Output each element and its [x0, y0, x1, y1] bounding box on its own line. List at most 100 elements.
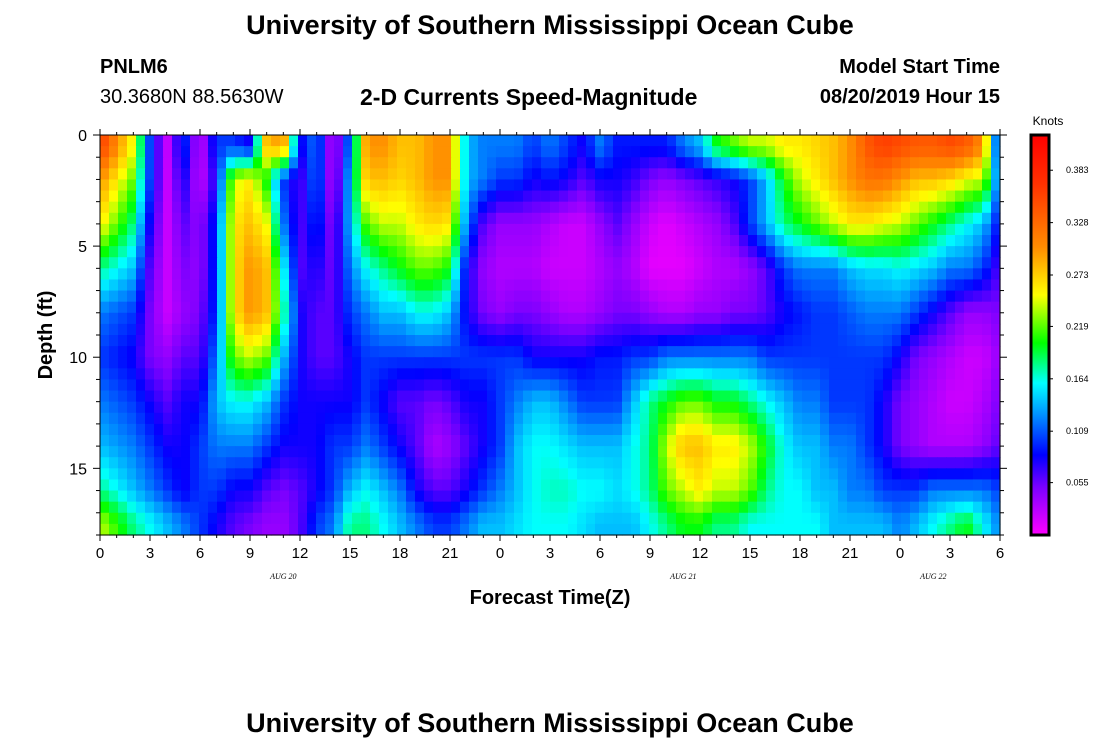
- heatmap-cell: [406, 446, 416, 458]
- heatmap-cell: [343, 468, 353, 481]
- heatmap-cell: [289, 401, 299, 414]
- heatmap-cell: [253, 379, 263, 392]
- heatmap-cell: [298, 290, 308, 303]
- heatmap-cell: [352, 346, 362, 358]
- heatmap-cell: [595, 290, 605, 303]
- heatmap-cell: [676, 301, 686, 314]
- heatmap-cell: [460, 223, 470, 236]
- heatmap-cell: [181, 501, 191, 514]
- heatmap-cell: [487, 412, 497, 425]
- heatmap-cell: [784, 290, 794, 303]
- heatmap-cell: [919, 523, 929, 536]
- heatmap-cell: [433, 168, 443, 181]
- heatmap-cell: [712, 468, 722, 481]
- heatmap-cell: [676, 346, 686, 358]
- heatmap-cell: [838, 479, 848, 492]
- heatmap-cell: [361, 135, 371, 147]
- heatmap-cell: [856, 301, 866, 314]
- heatmap-cell: [568, 168, 578, 181]
- heatmap-cell: [271, 279, 281, 292]
- heatmap-cell: [433, 268, 443, 281]
- heatmap-cell: [658, 279, 668, 292]
- heatmap-cell: [487, 279, 497, 292]
- heatmap-cell: [352, 135, 362, 147]
- heatmap-cell: [253, 201, 263, 214]
- heatmap-cell: [910, 457, 920, 469]
- heatmap-cell: [631, 168, 641, 181]
- heatmap-cell: [928, 290, 938, 303]
- heatmap-cell: [253, 446, 263, 458]
- heatmap-cell: [586, 312, 596, 325]
- heatmap-cell: [388, 501, 398, 514]
- heatmap-cell: [676, 357, 686, 369]
- heatmap-cell: [685, 235, 695, 247]
- heatmap-cell: [262, 257, 272, 269]
- heatmap-cell: [577, 401, 587, 414]
- heatmap-cell: [901, 523, 911, 536]
- heatmap-cell: [712, 301, 722, 314]
- heatmap-cell: [919, 201, 929, 214]
- colorbar-tick-label: 0.273: [1066, 270, 1089, 280]
- heatmap-cell: [964, 501, 974, 514]
- heatmap-cell: [190, 401, 200, 414]
- heatmap-cell: [478, 346, 488, 358]
- heatmap-cell: [217, 401, 227, 414]
- heatmap-cell: [541, 468, 551, 481]
- heatmap-cell: [658, 290, 668, 303]
- heatmap-cell: [784, 501, 794, 514]
- heatmap-cell: [811, 323, 821, 336]
- heatmap-cell: [163, 168, 173, 181]
- heatmap-cell: [586, 401, 596, 414]
- heatmap-cell: [514, 357, 524, 369]
- heatmap-cell: [442, 301, 452, 314]
- heatmap-cell: [910, 146, 920, 158]
- heatmap-cell: [424, 235, 434, 247]
- heatmap-cell: [127, 157, 137, 169]
- heatmap-cell: [280, 379, 290, 392]
- heatmap-cell: [622, 457, 632, 469]
- heatmap-cell: [955, 312, 965, 325]
- heatmap-cell: [406, 246, 416, 258]
- heatmap-cell: [172, 157, 182, 169]
- heatmap-cell: [190, 468, 200, 481]
- heatmap-cell: [946, 301, 956, 314]
- heatmap-cell: [730, 201, 740, 214]
- heatmap-cell: [334, 257, 344, 269]
- heatmap-cell: [262, 301, 272, 314]
- heatmap-cell: [325, 479, 335, 492]
- heatmap-cell: [433, 135, 443, 147]
- heatmap-cell: [523, 179, 533, 192]
- heatmap-cell: [541, 435, 551, 447]
- heatmap-cell: [145, 268, 155, 281]
- heatmap-cell: [586, 201, 596, 214]
- heatmap-cell: [217, 501, 227, 514]
- heatmap-cell: [676, 257, 686, 269]
- heatmap-cell: [847, 179, 857, 192]
- heatmap-cell: [469, 435, 479, 447]
- heatmap-cell: [109, 435, 119, 447]
- heatmap-cell: [271, 146, 281, 158]
- heatmap-cell: [379, 179, 389, 192]
- heatmap-cell: [406, 146, 416, 158]
- heatmap-cell: [433, 301, 443, 314]
- heatmap-cell: [937, 457, 947, 469]
- heatmap-cell: [523, 390, 533, 403]
- heatmap-cell: [874, 468, 884, 481]
- heatmap-cell: [946, 501, 956, 514]
- heatmap-cell: [469, 323, 479, 336]
- heatmap-cell: [343, 401, 353, 414]
- heatmap-cell: [433, 512, 443, 525]
- heatmap-cell: [559, 190, 569, 203]
- heatmap-cell: [973, 423, 983, 436]
- heatmap-cell: [658, 423, 668, 436]
- heatmap-cell: [910, 490, 920, 503]
- heatmap-cell: [442, 190, 452, 203]
- heatmap-cell: [280, 501, 290, 514]
- heatmap-cell: [460, 523, 470, 536]
- heatmap-cell: [253, 179, 263, 192]
- x-tick-label: 21: [442, 545, 459, 562]
- heatmap-cell: [721, 279, 731, 292]
- heatmap-cell: [856, 290, 866, 303]
- heatmap-cell: [541, 457, 551, 469]
- heatmap-cell: [883, 501, 893, 514]
